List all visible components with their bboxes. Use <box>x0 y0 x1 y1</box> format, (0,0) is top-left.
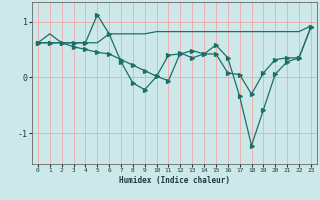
X-axis label: Humidex (Indice chaleur): Humidex (Indice chaleur) <box>119 176 230 185</box>
